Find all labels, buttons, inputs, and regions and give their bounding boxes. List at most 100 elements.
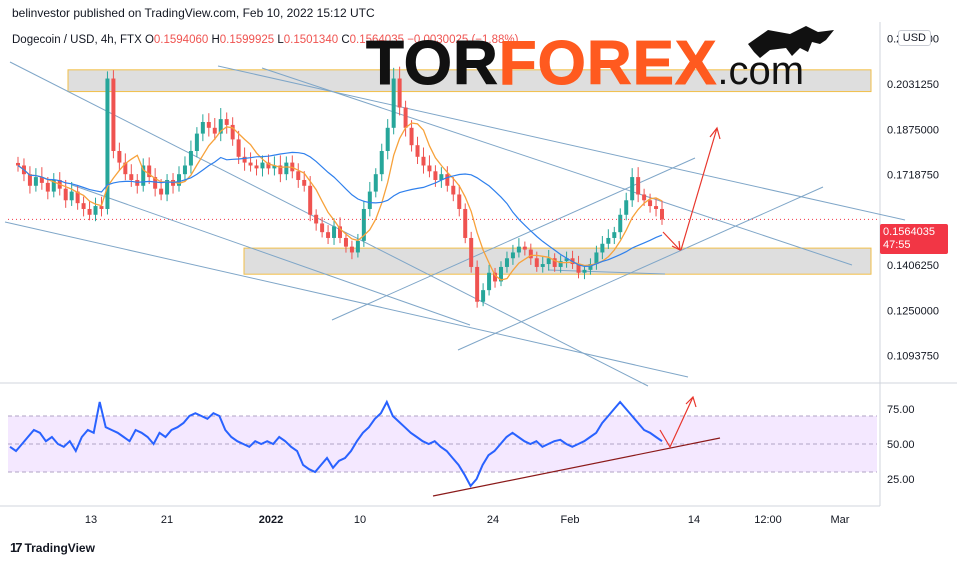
rsi-tick-label: 75.00 xyxy=(887,404,915,416)
candle-body xyxy=(624,200,629,215)
candle-body xyxy=(582,269,587,273)
candle-body xyxy=(159,188,164,195)
candle-body xyxy=(510,252,515,259)
legend-part: 0.1564035 xyxy=(350,34,408,46)
time-tick-label: 13 xyxy=(85,514,97,526)
countdown-timer: 47:55 xyxy=(883,239,911,251)
candle-body xyxy=(481,290,486,302)
candle-body xyxy=(141,165,146,186)
candle-body xyxy=(600,243,605,253)
candle-body xyxy=(433,171,438,180)
candle-body xyxy=(51,179,56,192)
currency-badge[interactable]: USD xyxy=(897,30,931,46)
candle-body xyxy=(16,162,20,166)
candle-body xyxy=(576,264,581,273)
time-tick-label: Feb xyxy=(561,514,580,526)
candle-body xyxy=(69,191,74,201)
current-price-tag: 0.1564035 47:55 xyxy=(880,224,948,254)
candle-body xyxy=(338,226,342,238)
candle-body xyxy=(117,150,122,163)
candle-body xyxy=(618,214,623,233)
candle-body xyxy=(266,162,271,169)
candle-body xyxy=(439,174,444,180)
brand-part-3: .com xyxy=(717,49,805,93)
candle-body xyxy=(660,208,664,220)
candle-body xyxy=(594,252,599,265)
candle-body xyxy=(409,127,414,146)
candle-body xyxy=(349,246,354,253)
candle-body xyxy=(636,177,641,195)
brand-watermark: TOR FOREX .com xyxy=(366,28,805,99)
candle-body xyxy=(236,139,241,157)
candle-body xyxy=(642,194,647,201)
trend-line xyxy=(4,221,689,378)
candle-body xyxy=(421,156,426,166)
candle-body xyxy=(182,165,187,175)
legend-part: Dogecoin / USD, 4h, FTX xyxy=(12,34,145,46)
candle-body xyxy=(308,185,313,215)
legend-part: 0.1501340 xyxy=(284,34,342,46)
trend-line xyxy=(547,269,666,275)
candle-body xyxy=(540,264,545,267)
candle-body xyxy=(63,188,68,201)
candle-body xyxy=(111,78,116,151)
candle-body xyxy=(242,156,247,163)
moving-average-fast xyxy=(17,122,663,281)
candle-body xyxy=(206,122,211,128)
projection-arrowhead-down xyxy=(671,240,681,252)
candle-body xyxy=(648,200,653,207)
candle-body xyxy=(332,226,337,238)
brand-part-1: TOR xyxy=(366,29,499,99)
candle-body xyxy=(87,208,92,215)
trend-line xyxy=(71,184,471,326)
candle-body xyxy=(493,272,498,282)
rsi-tick-label: 50.00 xyxy=(887,439,915,451)
candle-body xyxy=(302,179,307,186)
candle-body xyxy=(45,182,50,192)
legend-part: −0.0030025 (−1.88%) xyxy=(407,34,518,46)
time-tick-label: 14 xyxy=(688,514,700,526)
candle-body xyxy=(39,177,44,183)
trend-line xyxy=(331,157,696,321)
candle-body xyxy=(260,162,265,169)
candle-body xyxy=(212,127,217,134)
current-price-value: 0.1564035 xyxy=(883,226,935,238)
trend-line xyxy=(9,61,649,387)
candle-body xyxy=(558,261,563,267)
candle-body xyxy=(105,78,110,209)
legend-part: O xyxy=(145,34,154,46)
tradingview-logo[interactable]: 17 TradingView xyxy=(10,540,95,555)
candle-body xyxy=(457,194,462,209)
candle-body xyxy=(129,174,134,180)
candle-body xyxy=(499,266,503,282)
candle-body xyxy=(200,122,205,134)
time-tick-label: Mar xyxy=(831,514,850,526)
candle-body xyxy=(93,206,98,215)
bull-icon xyxy=(748,26,834,58)
candle-body xyxy=(218,119,223,134)
legend-part: 0.1594060 xyxy=(154,34,212,46)
candle-body xyxy=(320,223,325,233)
candle-body xyxy=(552,258,557,267)
projection-arrow-up xyxy=(680,127,718,251)
candle-body xyxy=(99,206,104,209)
candle-body xyxy=(469,237,474,267)
resistance-zone xyxy=(67,69,872,93)
candle-body xyxy=(165,179,170,195)
candle-body xyxy=(487,272,492,291)
candle-body xyxy=(188,150,193,166)
rsi-projection-arrow xyxy=(659,396,694,449)
tradingview-logo-text: TradingView xyxy=(24,540,95,555)
candle-body xyxy=(27,174,32,186)
candle-body xyxy=(445,174,450,186)
candle-body xyxy=(326,232,331,238)
candle-body xyxy=(153,177,158,189)
price-tick-label: 0.1718750 xyxy=(887,170,939,182)
time-tick-label: 24 xyxy=(487,514,499,526)
candle-body xyxy=(147,165,152,178)
candle-body xyxy=(343,237,348,247)
rsi-tick-label: 25.00 xyxy=(887,474,915,486)
candle-body xyxy=(427,165,432,172)
candle-body xyxy=(475,266,480,302)
